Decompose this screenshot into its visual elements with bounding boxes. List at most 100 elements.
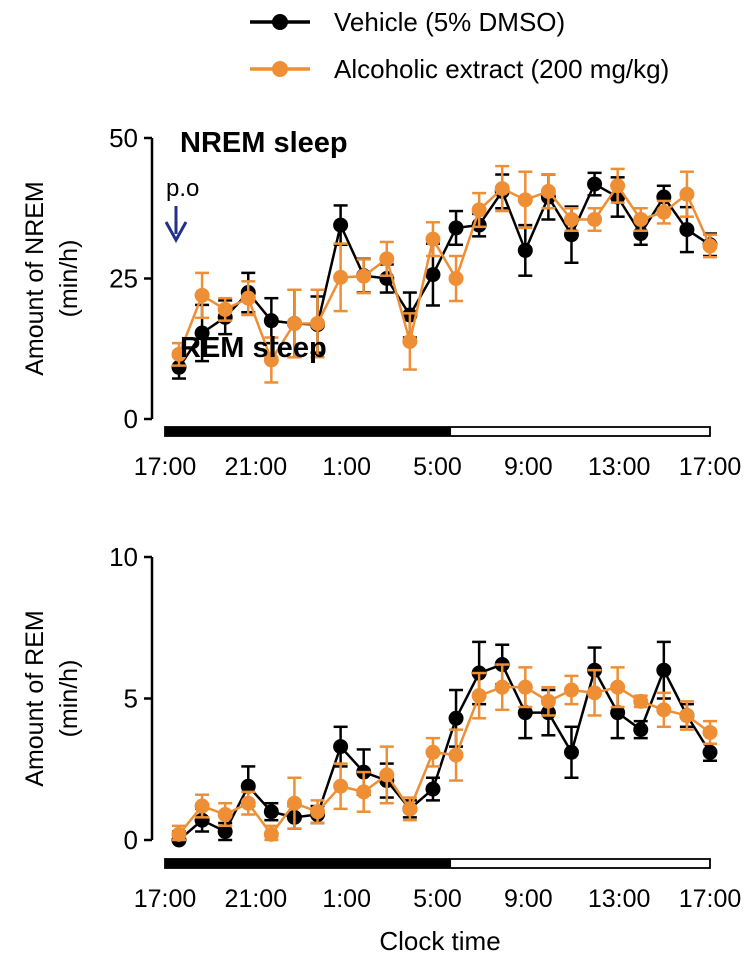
data-point bbox=[540, 183, 556, 199]
dark-phase-bar bbox=[165, 427, 452, 436]
legend-label-extract: Alcoholic extract (200 mg/kg) bbox=[334, 54, 669, 84]
data-point bbox=[679, 186, 695, 202]
data-point bbox=[263, 352, 279, 368]
data-point bbox=[171, 359, 187, 375]
data-point bbox=[517, 705, 533, 721]
data-point bbox=[563, 211, 579, 227]
data-point bbox=[471, 688, 487, 704]
data-point bbox=[171, 346, 187, 362]
panel-title: NREM sleep bbox=[180, 127, 348, 159]
data-point bbox=[679, 222, 695, 238]
data-point bbox=[217, 824, 233, 840]
data-point bbox=[540, 693, 556, 709]
po-annotation: p.o bbox=[164, 175, 199, 244]
nrem-panel: NREM sleep 0 25 50 Amount of NREM (min/h) 17:0… bbox=[21, 123, 741, 481]
data-point bbox=[263, 804, 279, 820]
x-tick-label: 5:00 bbox=[413, 453, 462, 481]
y-tick-label: 10 bbox=[109, 542, 138, 572]
x-tick-label: 21:00 bbox=[225, 453, 288, 481]
data-point bbox=[356, 784, 372, 800]
data-point bbox=[702, 724, 718, 740]
data-point bbox=[379, 767, 395, 783]
x-tick-label: 17:00 bbox=[134, 453, 197, 481]
y-tick-label: 25 bbox=[109, 264, 138, 294]
x-axis-label: Clock time bbox=[379, 926, 500, 956]
data-point bbox=[563, 682, 579, 698]
legend: Vehicle (5% DMSO) Alcoholic extract (200… bbox=[250, 7, 669, 84]
series-line bbox=[178, 662, 712, 841]
data-point bbox=[610, 178, 626, 194]
data-point bbox=[448, 220, 464, 236]
data-point bbox=[240, 795, 256, 811]
x-tick-label: 21:00 bbox=[225, 885, 288, 913]
rem-panel: REM sleep 0 5 10 Amount of REM (min/h) 17:00 21… bbox=[21, 332, 741, 913]
data-point bbox=[517, 192, 533, 208]
data-point bbox=[194, 798, 210, 814]
data-point bbox=[333, 739, 349, 755]
data-point bbox=[263, 313, 279, 329]
x-tick-label: 17:00 bbox=[679, 453, 742, 481]
series-extract bbox=[171, 663, 718, 842]
data-point bbox=[587, 211, 603, 227]
data-point bbox=[517, 679, 533, 695]
data-point bbox=[494, 679, 510, 695]
data-point bbox=[425, 267, 441, 283]
data-point bbox=[333, 217, 349, 233]
legend-label-vehicle: Vehicle (5% DMSO) bbox=[334, 7, 565, 37]
x-tick-label: 13:00 bbox=[588, 885, 651, 913]
data-point bbox=[171, 826, 187, 842]
dark-phase-bar bbox=[165, 859, 452, 868]
data-point bbox=[356, 268, 372, 284]
data-point bbox=[263, 826, 279, 842]
data-point bbox=[286, 315, 302, 331]
data-point bbox=[310, 315, 326, 331]
data-point bbox=[517, 242, 533, 258]
data-point bbox=[217, 301, 233, 317]
data-point bbox=[194, 325, 210, 341]
data-point bbox=[425, 744, 441, 760]
data-point bbox=[194, 287, 210, 303]
x-tick-label: 1:00 bbox=[322, 885, 371, 913]
y-tick-label: 0 bbox=[124, 404, 138, 434]
panel-title: REM sleep bbox=[180, 332, 327, 364]
data-point bbox=[217, 807, 233, 823]
data-point bbox=[633, 211, 649, 227]
data-point bbox=[425, 781, 441, 797]
data-point bbox=[448, 271, 464, 286]
po-label: p.o bbox=[166, 175, 199, 202]
data-point bbox=[587, 176, 603, 192]
data-point bbox=[633, 722, 649, 738]
data-point bbox=[702, 744, 718, 760]
data-point bbox=[656, 204, 672, 220]
data-point bbox=[448, 747, 464, 763]
x-tick-label: 5:00 bbox=[413, 885, 462, 913]
y-axis-unit-label: (min/h) bbox=[55, 240, 83, 318]
data-point bbox=[240, 778, 256, 794]
data-point bbox=[494, 181, 510, 197]
data-point bbox=[402, 801, 418, 817]
x-tick-label: 17:00 bbox=[679, 885, 742, 913]
data-point bbox=[402, 333, 418, 349]
data-point bbox=[587, 685, 603, 701]
y-tick-label: 5 bbox=[124, 684, 138, 714]
data-point bbox=[610, 679, 626, 695]
data-point bbox=[379, 251, 395, 267]
data-point bbox=[310, 804, 326, 820]
data-point bbox=[656, 702, 672, 718]
data-point bbox=[563, 744, 579, 760]
data-point bbox=[425, 231, 441, 247]
x-tick-label: 17:00 bbox=[134, 885, 197, 913]
data-point bbox=[471, 202, 487, 218]
data-point bbox=[333, 778, 349, 794]
po-arrow-head-icon bbox=[164, 221, 188, 244]
x-tick-label: 9:00 bbox=[504, 885, 553, 913]
y-tick-label: 0 bbox=[124, 825, 138, 855]
y-axis-label: Amount of REM bbox=[21, 610, 49, 786]
legend-marker-vehicle bbox=[272, 14, 288, 30]
y-axis-label: Amount of NREM bbox=[21, 181, 49, 376]
legend-marker-extract bbox=[272, 61, 288, 77]
x-tick-label: 1:00 bbox=[322, 453, 371, 481]
data-point bbox=[333, 269, 349, 285]
y-tick-label: 50 bbox=[109, 123, 138, 153]
